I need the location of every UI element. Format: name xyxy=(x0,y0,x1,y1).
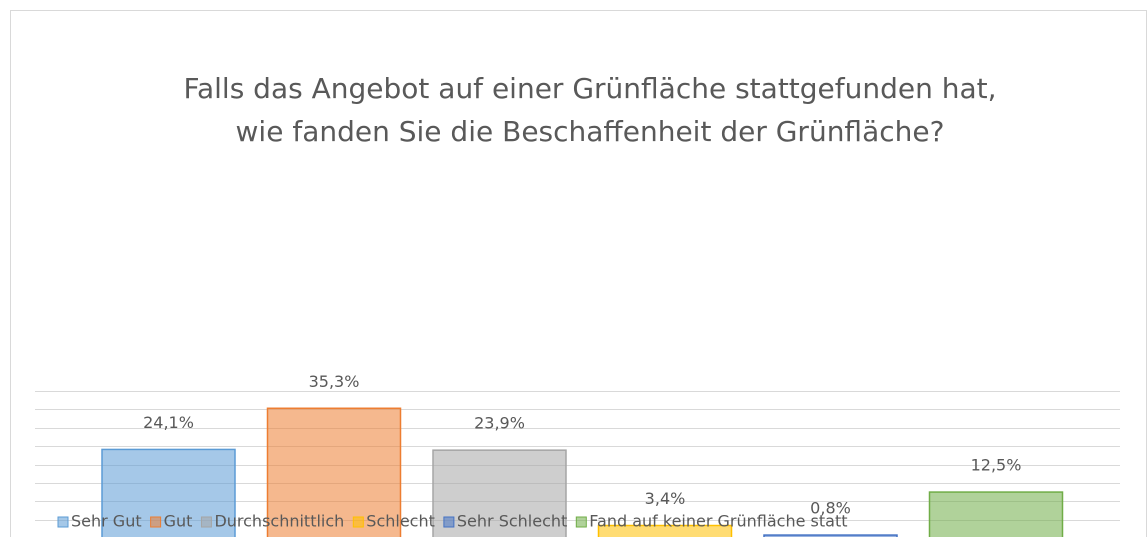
legend-label: Sehr Gut xyxy=(71,512,142,531)
bar xyxy=(432,449,567,539)
bar xyxy=(266,407,402,539)
data-label: 12,5% xyxy=(971,456,1022,475)
data-label: 24,1% xyxy=(143,413,194,432)
legend-label: Schlecht xyxy=(366,512,435,531)
data-label: 23,9% xyxy=(474,414,525,433)
legend-swatch xyxy=(200,516,212,528)
legend-swatch xyxy=(150,516,162,528)
legend-swatch xyxy=(443,516,455,528)
legend-swatch xyxy=(575,516,587,528)
legend-label: Sehr Schlecht xyxy=(457,512,567,531)
legend-label: Fand auf keiner Grünfläche statt xyxy=(589,512,847,531)
data-label: 3,4% xyxy=(645,489,686,508)
legend-swatch xyxy=(352,516,364,528)
chart-title: Falls das Angebot auf einer Grünfläche s… xyxy=(183,72,996,105)
data-label: 35,3% xyxy=(309,372,360,391)
legend-swatch xyxy=(57,516,69,528)
chart-subtitle: wie fanden Sie die Beschaffenheit der Gr… xyxy=(236,115,945,148)
legend-label: Durchschnittlich xyxy=(214,512,344,531)
data-label: 0,8% xyxy=(810,499,851,518)
legend-label: Gut xyxy=(164,512,193,531)
bar xyxy=(928,491,1064,539)
bar xyxy=(101,448,236,539)
